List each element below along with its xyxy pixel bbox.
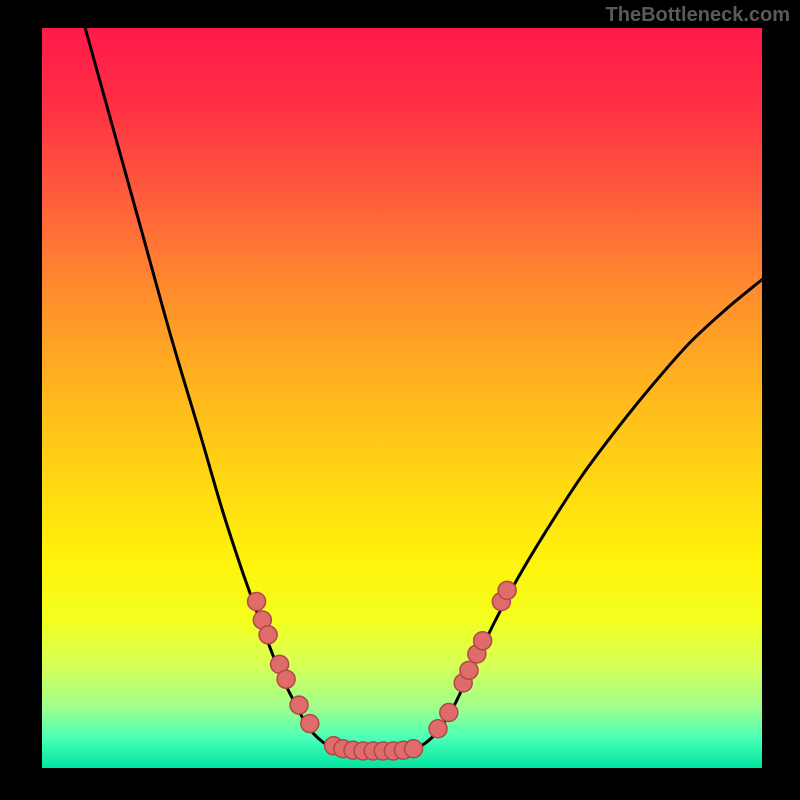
chart-svg (42, 28, 762, 768)
data-marker (290, 696, 308, 714)
data-marker (498, 581, 516, 599)
data-marker (460, 661, 478, 679)
chart-background-gradient (42, 28, 762, 768)
chart-plot-area (42, 28, 762, 768)
data-marker (277, 670, 295, 688)
data-marker (440, 704, 458, 722)
watermark-text: TheBottleneck.com (606, 4, 790, 27)
data-marker (474, 632, 492, 650)
data-marker (259, 626, 277, 644)
data-marker (429, 720, 447, 738)
data-marker (405, 740, 423, 758)
data-marker (248, 593, 266, 611)
data-marker (301, 715, 319, 733)
